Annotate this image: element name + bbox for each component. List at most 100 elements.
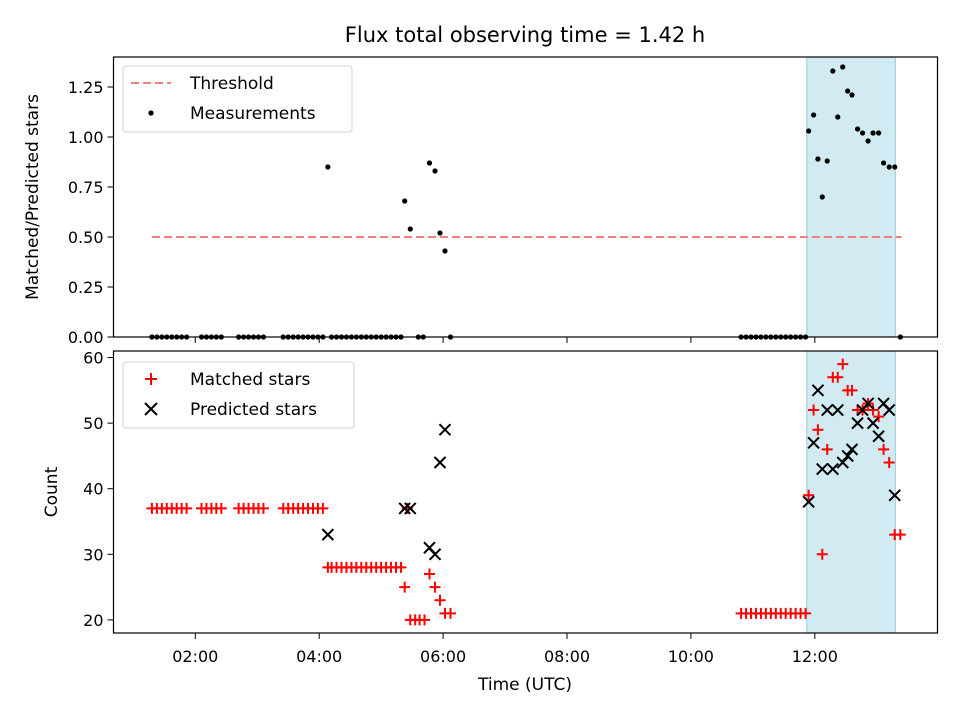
predicted-star-point	[836, 456, 849, 469]
matched-star-point	[800, 607, 812, 619]
measurement-point	[815, 156, 821, 162]
predicted-star-point	[811, 384, 825, 397]
bottom-observing-window	[806, 350, 896, 634]
matched-star-point	[894, 529, 906, 541]
measurement-point	[880, 160, 887, 166]
measurement-point	[835, 114, 841, 120]
y-tick-label: 20	[83, 611, 103, 630]
predicted-star-point	[807, 436, 820, 450]
matched-star-point	[395, 561, 407, 573]
y-tick-label: 0.75	[68, 178, 104, 197]
predicted-star-point	[821, 403, 834, 417]
measurement-point	[859, 130, 866, 136]
measurement-point	[845, 88, 851, 94]
matched-star-point	[181, 502, 193, 514]
predicted-legend-swatch	[144, 402, 158, 416]
matched-star-point	[808, 404, 820, 416]
measurement-point	[876, 130, 882, 136]
x-tick-label: 04:00	[296, 647, 342, 666]
predicted-star-point	[398, 502, 411, 515]
matched-star-point	[419, 614, 431, 626]
measurement-point	[810, 112, 817, 118]
top-panel: 0.00 0.25 0.50 0.75 1.00 1.25 Matched/Predict…	[23, 56, 939, 347]
predicted-star-point	[841, 449, 854, 463]
predicted-star-point	[438, 423, 452, 436]
predicted-star-point	[404, 502, 417, 515]
predicted-star-point	[851, 416, 864, 430]
matched-star-point	[317, 502, 329, 514]
bottom-x-ticks: 02:00 04:00 06:00 08:00 10:00 12:00	[172, 633, 838, 666]
predicted-star-point	[826, 462, 840, 476]
matched-star-point	[445, 607, 457, 619]
predicted-star-point	[831, 403, 844, 417]
bottom-axes-frame	[112, 350, 939, 634]
legend-measurements: Measurements	[190, 104, 316, 124]
predicted-star-point	[861, 397, 875, 410]
predicted-star-point	[321, 528, 335, 541]
matched-star-point	[812, 424, 824, 436]
measurement-point	[886, 164, 892, 170]
matched-star-point	[434, 594, 446, 606]
y-tick-label: 50	[83, 414, 103, 433]
matched-legend-swatch	[145, 373, 157, 385]
bottom-legend: Matched stars Predicted stars	[122, 361, 355, 429]
x-tick-label: 08:00	[544, 647, 590, 666]
top-x-ticks	[194, 337, 816, 343]
measurement-point	[824, 158, 830, 164]
bottom-panel: 20 30 40 50 60 02:00 04:00 06:00 08:00 10:00 12:0…	[42, 349, 939, 695]
x-tick-label: 10:00	[668, 647, 714, 666]
top-legend-box	[122, 65, 353, 133]
measurement-point	[437, 230, 443, 236]
measurement-point	[870, 130, 876, 136]
y-tick-label: 0.25	[68, 278, 104, 297]
legend-matched-stars: Matched stars	[190, 370, 310, 390]
measurement-point	[849, 92, 855, 98]
matched-star-point	[846, 384, 858, 396]
matched-star-point	[803, 489, 815, 501]
matched-star-point	[429, 581, 441, 593]
measurement-point	[402, 198, 408, 204]
predicted-star-point	[802, 495, 815, 509]
top-plot-marks	[149, 64, 903, 340]
matched-star-point	[399, 581, 411, 593]
predicted-star-point	[433, 456, 447, 469]
legend-threshold: Threshold	[189, 74, 274, 94]
bottom-y-ticks: 20 30 40 50 60	[83, 349, 114, 630]
matched-star-point	[837, 358, 849, 370]
measurement-point	[840, 64, 846, 70]
x-axis-label: Time (UTC)	[477, 675, 572, 695]
matched-star-point	[257, 502, 269, 514]
predicted-star-point	[816, 462, 829, 476]
matched-star-point	[878, 443, 890, 455]
matched-star-point	[423, 568, 435, 580]
predicted-star-point	[845, 443, 859, 456]
x-tick-label: 02:00	[172, 647, 218, 666]
top-legend: Threshold Measurements	[122, 65, 353, 133]
y-tick-label: 30	[83, 545, 103, 564]
matched-star-point	[821, 443, 833, 455]
y-tick-label: 0.50	[68, 228, 104, 247]
measurements-legend-swatch	[148, 110, 154, 116]
bottom-plot-marks	[146, 358, 906, 626]
y-tick-label: 1.00	[68, 128, 104, 147]
measurement-point	[432, 168, 438, 174]
x-tick-label: 06:00	[420, 647, 466, 666]
matched-star-point	[816, 548, 828, 560]
predicted-star-point	[872, 430, 885, 443]
y-tick-label: 60	[83, 349, 103, 368]
top-y-axis-label: Matched/Predicted stars	[23, 94, 43, 300]
measurement-point	[830, 68, 836, 74]
measurement-point	[407, 226, 413, 232]
chart-title: Flux total observing time = 1.42 h	[345, 23, 705, 47]
y-tick-label: 40	[83, 480, 103, 499]
y-tick-label: 0.00	[68, 328, 104, 347]
top-y-ticks: 0.00 0.25 0.50 0.75 1.00 1.25	[68, 78, 114, 347]
measurement-point	[442, 248, 448, 254]
predicted-star-point	[888, 489, 901, 502]
predicted-star-point	[428, 548, 442, 561]
matched-star-point	[867, 404, 879, 416]
matched-star-point	[873, 411, 885, 423]
y-tick-label: 1.25	[68, 78, 104, 97]
measurement-point	[426, 160, 433, 166]
